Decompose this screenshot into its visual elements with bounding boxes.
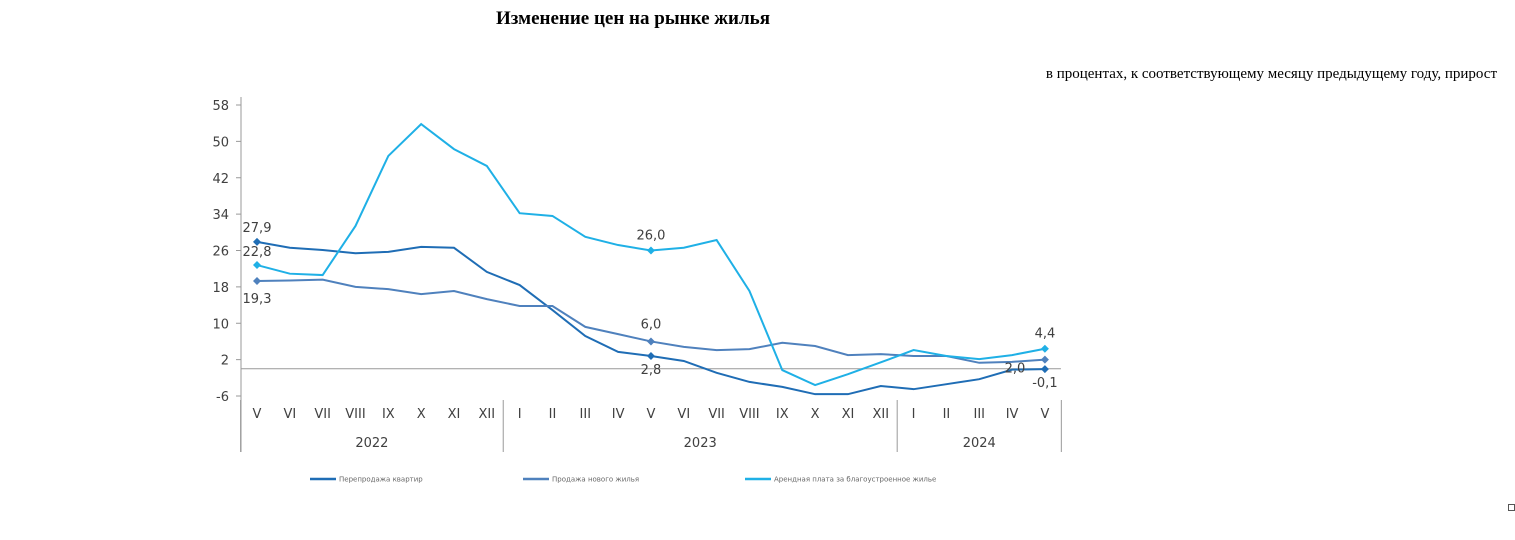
x-tick-label: II xyxy=(943,407,951,422)
x-tick-label: II xyxy=(549,407,557,422)
x-tick-label: X xyxy=(811,407,820,422)
data-point-marker xyxy=(1040,355,1049,364)
x-tick-label: IV xyxy=(612,407,625,422)
data-point-marker xyxy=(1040,365,1049,374)
y-tick-label: 26 xyxy=(212,245,229,260)
chart-subtitle: в процентах, к соответствующему месяцу п… xyxy=(1045,66,1497,82)
data-point-marker xyxy=(646,246,655,255)
y-tick-label: 42 xyxy=(212,172,229,187)
y-tick-label: 58 xyxy=(212,99,229,114)
y-tick-label: 18 xyxy=(212,281,229,296)
x-tick-label: III xyxy=(580,407,592,422)
data-label: 6,0 xyxy=(641,317,662,332)
x-tick-label: I xyxy=(912,407,916,422)
data-point-marker xyxy=(646,337,655,346)
x-tick-label: VII xyxy=(314,407,331,422)
x-tick-label: VII xyxy=(708,407,725,422)
x-tick-label: V xyxy=(1040,407,1049,422)
data-label: 19,3 xyxy=(243,292,272,307)
x-tick-label: XII xyxy=(479,407,496,422)
x-tick-label: V xyxy=(647,407,656,422)
series-line-3 xyxy=(256,122,1046,387)
x-tick-label: X xyxy=(417,407,426,422)
y-tick-label: 34 xyxy=(212,208,229,223)
x-tick-label: IV xyxy=(1006,407,1019,422)
x-tick-label: IX xyxy=(382,407,395,422)
legend-label: Продажа нового жилья xyxy=(552,476,639,484)
chart-title: Изменение цен на рынке жилья xyxy=(496,8,770,29)
x-tick-label: VI xyxy=(283,407,296,422)
x-tick-label: I xyxy=(518,407,522,422)
data-point-marker xyxy=(253,261,261,270)
data-label: 2,0 xyxy=(1005,362,1026,377)
year-label: 2022 xyxy=(355,436,388,451)
y-tick-label: -6 xyxy=(216,390,229,405)
data-point-marker xyxy=(1040,344,1049,353)
data-label: -0,1 xyxy=(1032,376,1057,391)
data-label: 2,8 xyxy=(641,363,662,378)
data-label: 22,8 xyxy=(243,245,272,260)
y-tick-label: 10 xyxy=(212,317,229,332)
data-point-marker xyxy=(253,276,261,285)
x-tick-label: VIII xyxy=(739,407,759,422)
data-point-marker xyxy=(253,237,261,246)
x-tick-label: IX xyxy=(776,407,789,422)
resize-handle xyxy=(1508,504,1515,511)
data-label: 4,4 xyxy=(1035,327,1056,342)
legend-label: Перепродажа квартир xyxy=(339,476,423,484)
data-point-marker xyxy=(646,351,655,360)
x-tick-label: VI xyxy=(677,407,690,422)
data-label: 26,0 xyxy=(636,229,665,244)
x-tick-label: XII xyxy=(872,407,889,422)
x-tick-label: III xyxy=(974,407,986,422)
x-tick-label: XI xyxy=(448,407,461,422)
x-tick-label: XI xyxy=(842,407,855,422)
year-label: 2024 xyxy=(963,436,996,451)
data-label: 27,9 xyxy=(243,221,272,236)
y-tick-label: 50 xyxy=(212,135,229,150)
y-tick-label: 2 xyxy=(221,354,229,369)
legend-label: Арендная плата за благоустроенное жилье xyxy=(774,476,936,484)
x-tick-label: VIII xyxy=(345,407,365,422)
year-label: 2023 xyxy=(684,436,717,451)
x-tick-label: V xyxy=(253,407,262,422)
